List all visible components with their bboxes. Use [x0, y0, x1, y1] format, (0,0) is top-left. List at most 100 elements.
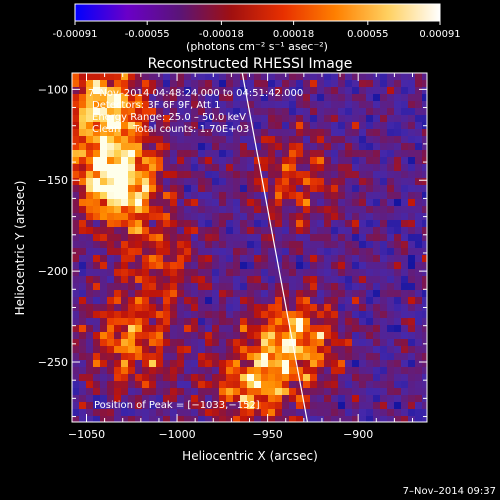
heatmap-cell: [184, 122, 191, 129]
heatmap-cell: [79, 283, 86, 290]
heatmap-cell: [198, 353, 205, 360]
heatmap-cell: [422, 87, 427, 94]
heatmap-cell: [86, 346, 93, 353]
heatmap-cell: [149, 353, 156, 360]
colorbar-ticks: -0.00091 -0.00055 -0.00018 0.00018 0.00055 0.…: [53, 21, 461, 40]
heatmap-cell: [352, 353, 359, 360]
heatmap-cell: [289, 80, 296, 87]
heatmap-cell: [345, 171, 352, 178]
heatmap-cell: [135, 283, 142, 290]
heatmap-cell: [387, 171, 394, 178]
heatmap-cell: [205, 227, 212, 234]
heatmap-cell: [331, 94, 338, 101]
heatmap-cell: [303, 213, 310, 220]
heatmap-cell: [79, 409, 86, 416]
heatmap-cell: [261, 269, 268, 276]
heatmap-cell: [359, 171, 366, 178]
heatmap-cell: [401, 115, 408, 122]
heatmap-cell: [212, 185, 219, 192]
heatmap-cell: [352, 241, 359, 248]
heatmap-cell: [79, 164, 86, 171]
annotation-peak: Position of Peak = [−1033,−152]: [94, 400, 260, 411]
heatmap-cell: [226, 353, 233, 360]
heatmap-cell: [163, 395, 170, 402]
heatmap-cell: [149, 122, 156, 129]
heatmap-cell: [352, 178, 359, 185]
heatmap-cell: [219, 241, 226, 248]
heatmap-cell: [387, 304, 394, 311]
heatmap-cell: [233, 290, 240, 297]
heatmap-cell: [387, 255, 394, 262]
heatmap-cell: [93, 241, 100, 248]
solar-limb-line: [241, 73, 309, 422]
heatmap-cell: [310, 248, 317, 255]
heatmap-cell: [387, 108, 394, 115]
heatmap-cell: [401, 192, 408, 199]
heatmap-cell: [380, 241, 387, 248]
heatmap-cell: [373, 290, 380, 297]
heatmap-cell: [303, 304, 310, 311]
heatmap-cell: [114, 87, 121, 94]
heatmap-cell: [324, 332, 331, 339]
heatmap-cell: [373, 129, 380, 136]
heatmap-cell: [387, 185, 394, 192]
heatmap-cell: [79, 220, 86, 227]
heatmap-cell: [261, 276, 268, 283]
heatmap-cell: [149, 339, 156, 346]
heatmap-cell: [296, 143, 303, 150]
heatmap-cell: [107, 262, 114, 269]
heatmap-cell: [422, 115, 427, 122]
heatmap-cell: [72, 339, 79, 346]
heatmap-cell: [233, 157, 240, 164]
heatmap-cell: [121, 199, 128, 206]
heatmap-cell: [282, 136, 289, 143]
heatmap-cell: [338, 220, 345, 227]
heatmap-cell: [184, 276, 191, 283]
heatmap-cell: [156, 129, 163, 136]
heatmap-cell: [86, 94, 93, 101]
heatmap-cell: [93, 402, 100, 409]
heatmap-cell: [121, 94, 128, 101]
heatmap-cell: [79, 262, 86, 269]
heatmap-cell: [163, 325, 170, 332]
heatmap-cell: [170, 388, 177, 395]
heatmap-cell: [184, 241, 191, 248]
heatmap-cell: [366, 290, 373, 297]
heatmap-cell: [156, 234, 163, 241]
heatmap-cell: [401, 381, 408, 388]
heatmap-cell: [198, 374, 205, 381]
heatmap-cell: [331, 346, 338, 353]
heatmap-cell: [282, 101, 289, 108]
heatmap-cell: [156, 353, 163, 360]
heatmap-cell: [415, 241, 422, 248]
heatmap-cell: [135, 164, 142, 171]
heatmap-cell: [72, 220, 79, 227]
heatmap-cell: [184, 185, 191, 192]
heatmap-cell: [289, 304, 296, 311]
heatmap-cell: [72, 416, 79, 422]
heatmap-cell: [338, 304, 345, 311]
heatmap-cell: [191, 311, 198, 318]
heatmap-cell: [93, 248, 100, 255]
heatmap-cell: [254, 290, 261, 297]
heatmap-cell: [107, 129, 114, 136]
heatmap-cell: [289, 332, 296, 339]
heatmap-cell: [114, 248, 121, 255]
heatmap-cell: [331, 283, 338, 290]
heatmap-cell: [100, 416, 107, 422]
heatmap-cell: [366, 339, 373, 346]
heatmap-cell: [233, 339, 240, 346]
heatmap-cell: [268, 339, 275, 346]
heatmap-cell: [261, 206, 268, 213]
heatmap-cell: [212, 402, 219, 409]
heatmap-cell: [352, 164, 359, 171]
heatmap-cell: [408, 241, 415, 248]
heatmap-cell: [254, 108, 261, 115]
heatmap-cell: [191, 374, 198, 381]
heatmap-cell: [359, 262, 366, 269]
heatmap-cell: [401, 80, 408, 87]
heatmap-cell: [100, 115, 107, 122]
heatmap-cell: [128, 416, 135, 422]
heatmap-cell: [303, 94, 310, 101]
heatmap-cell: [275, 402, 282, 409]
